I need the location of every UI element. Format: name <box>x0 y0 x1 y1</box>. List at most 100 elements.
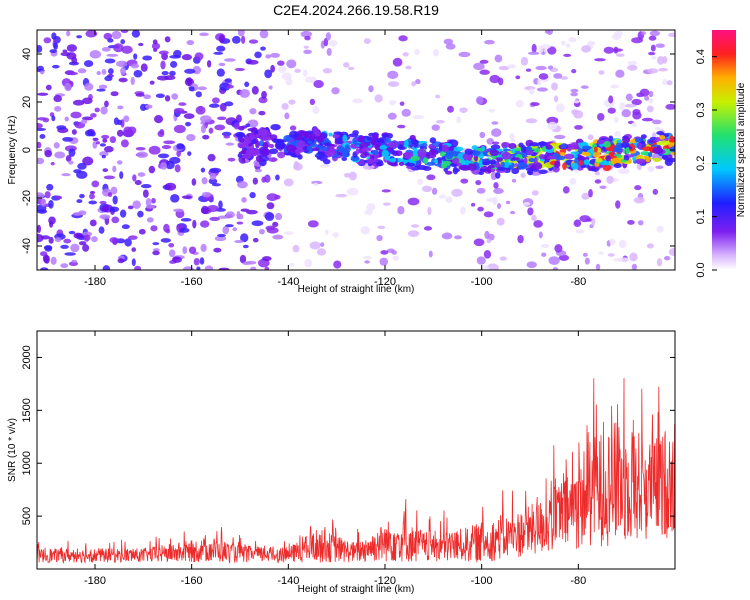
noise-blob <box>289 263 295 267</box>
noise-blob <box>560 76 568 80</box>
noise-blob <box>366 203 376 211</box>
noise-blob <box>277 60 285 66</box>
noise-blob <box>231 35 241 44</box>
signal-blob <box>583 159 590 165</box>
noise-blob <box>651 119 662 125</box>
signal-blob <box>528 157 536 163</box>
spectrogram-y-tick-label: 40 <box>21 48 33 60</box>
noise-blob <box>655 165 664 169</box>
noise-blob <box>656 56 665 65</box>
signal-blob <box>452 146 464 152</box>
noise-blob <box>272 234 284 240</box>
noise-blob <box>486 238 492 244</box>
noise-blob <box>61 173 71 177</box>
noise-blob <box>553 73 563 79</box>
noise-blob <box>246 209 258 215</box>
signal-blob <box>478 159 483 168</box>
signal-blob <box>559 152 566 157</box>
noise-blob <box>151 42 161 50</box>
noise-blob <box>111 30 122 40</box>
noise-blob <box>407 197 420 206</box>
noise-blob <box>505 200 511 205</box>
noise-blob <box>477 206 484 212</box>
signal-blob <box>561 143 567 149</box>
noise-blob <box>186 133 196 142</box>
noise-blob <box>218 62 226 67</box>
noise-blob <box>110 91 119 97</box>
noise-blob <box>525 118 538 124</box>
signal-blob <box>563 153 575 160</box>
signal-blob <box>255 133 261 138</box>
noise-blob <box>135 93 145 97</box>
noise-blob <box>428 250 433 258</box>
noise-blob <box>132 200 141 209</box>
noise-blob <box>43 37 52 44</box>
noise-blob <box>224 78 233 83</box>
noise-blob <box>206 60 212 68</box>
noise-blob <box>531 43 537 53</box>
noise-blob <box>160 162 168 170</box>
noise-blob <box>37 92 49 96</box>
signal-blob <box>489 149 500 157</box>
noise-blob <box>631 37 643 44</box>
noise-blob <box>139 103 147 111</box>
noise-blob <box>250 266 257 270</box>
noise-blob <box>119 209 127 218</box>
noise-blob <box>80 119 88 125</box>
spectrogram-x-tick-label: -180 <box>84 276 106 288</box>
noise-blob <box>227 157 236 162</box>
noise-blob <box>619 102 626 111</box>
noise-blob <box>184 68 196 74</box>
noise-blob <box>124 238 132 247</box>
noise-blob <box>646 243 654 249</box>
signal-blob <box>471 150 481 157</box>
noise-blob <box>113 43 124 53</box>
noise-blob <box>234 239 244 244</box>
signal-blob <box>443 167 448 173</box>
signal-blob <box>497 166 506 171</box>
noise-blob <box>249 108 257 115</box>
spectrogram-x-tick-label: -140 <box>277 276 299 288</box>
signal-blob <box>496 157 503 162</box>
noise-blob <box>199 32 209 37</box>
noise-blob <box>50 161 55 166</box>
noise-blob <box>484 39 495 45</box>
signal-blob <box>249 133 255 141</box>
noise-blob <box>82 244 90 252</box>
noise-blob <box>95 141 100 145</box>
colorbar-gradient <box>712 30 736 270</box>
signal-blob <box>613 163 622 169</box>
signal-blob <box>404 162 416 167</box>
signal-blob <box>239 137 245 143</box>
signal-blob <box>332 133 340 139</box>
noise-blob <box>239 88 251 98</box>
noise-blob <box>641 117 654 122</box>
noise-blob <box>374 94 383 103</box>
spectrogram-x-tick-label: -80 <box>570 276 586 288</box>
signal-blob <box>336 146 346 152</box>
noise-blob <box>200 124 206 134</box>
noise-blob <box>252 237 259 243</box>
signal-blob <box>381 149 389 158</box>
noise-blob <box>223 58 236 62</box>
signal-blob <box>428 149 439 156</box>
noise-blob <box>181 195 193 199</box>
noise-blob <box>213 247 222 253</box>
noise-blob <box>615 200 621 209</box>
noise-blob <box>101 134 110 139</box>
noise-blob <box>281 103 289 110</box>
signal-blob <box>258 129 268 136</box>
noise-blob <box>158 50 169 55</box>
noise-blob <box>107 192 113 197</box>
noise-blob <box>101 46 111 52</box>
noise-blob <box>654 126 661 131</box>
noise-blob <box>286 59 297 69</box>
noise-blob <box>216 68 225 77</box>
noise-blob <box>541 252 547 257</box>
noise-blob <box>148 145 161 155</box>
noise-blob <box>491 128 502 137</box>
noise-blob <box>470 202 476 207</box>
noise-blob <box>563 53 572 57</box>
noise-blob <box>202 134 210 140</box>
noise-blob <box>51 32 57 40</box>
